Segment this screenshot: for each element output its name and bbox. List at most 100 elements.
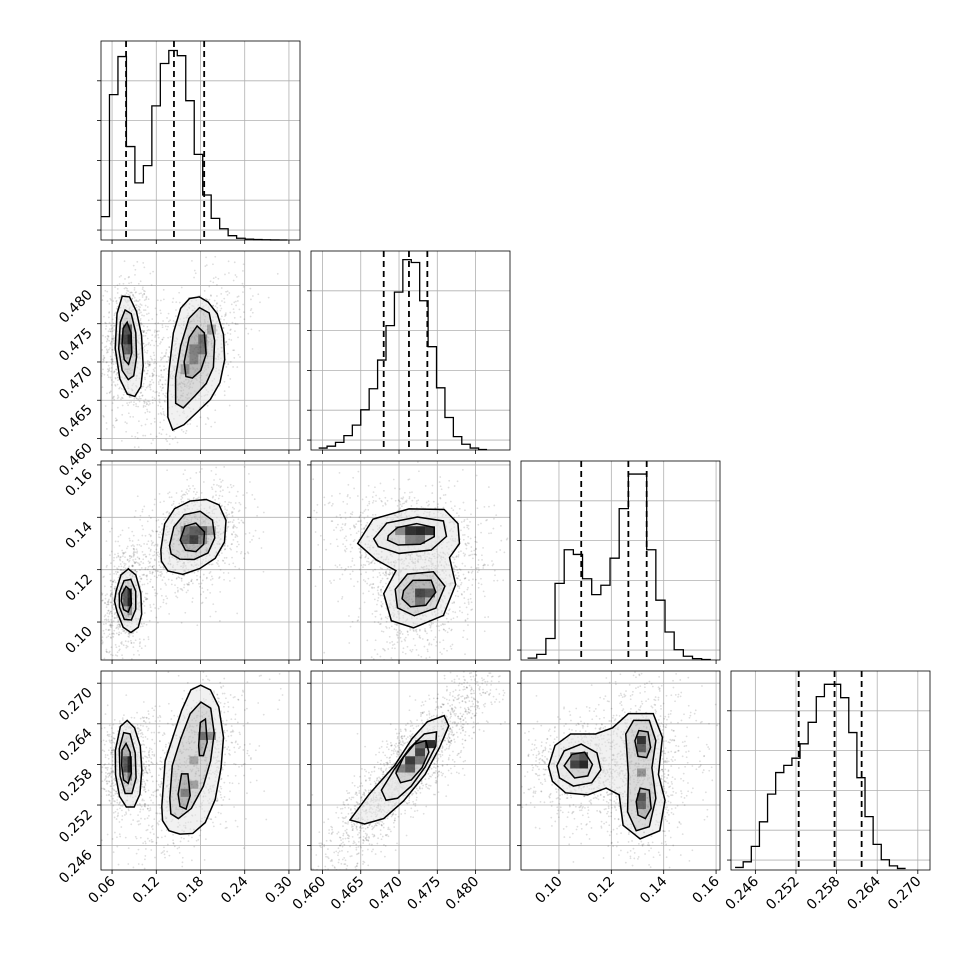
scatter-point	[350, 565, 352, 568]
scatter-point	[164, 379, 167, 382]
scatter-point	[399, 632, 402, 635]
scatter-point	[136, 543, 139, 546]
scatter-point	[163, 500, 165, 503]
scatter-point	[147, 298, 150, 301]
density-bin	[127, 606, 132, 616]
scatter-point	[118, 645, 121, 648]
scatter-point	[120, 556, 122, 558]
scatter-point	[362, 592, 365, 595]
scatter-point	[390, 497, 393, 500]
scatter-point	[117, 554, 120, 557]
density-bin	[123, 344, 128, 355]
scatter-point	[162, 376, 164, 378]
scatter-point	[368, 584, 371, 587]
scatter-point	[116, 651, 119, 654]
scatter-point	[151, 372, 154, 375]
scatter-point	[220, 485, 222, 488]
scatter-point	[155, 519, 158, 522]
scatter-point	[144, 645, 147, 647]
scatter-point	[377, 621, 380, 624]
scatter-point	[111, 358, 114, 361]
scatter-point	[141, 288, 144, 291]
scatter-point	[224, 562, 226, 565]
scatter-point	[160, 594, 163, 597]
scatter-point	[109, 390, 112, 393]
scatter-point	[146, 574, 149, 577]
scatter-point	[105, 361, 108, 364]
scatter-point	[461, 468, 464, 471]
scatter-point	[129, 639, 132, 642]
scatter-point	[166, 510, 169, 513]
scatter-point	[110, 665, 112, 667]
scatter-point	[225, 516, 228, 519]
scatter-point	[358, 520, 360, 523]
scatter-point	[162, 565, 165, 568]
scatter-point	[133, 401, 135, 403]
scatter-point	[431, 492, 434, 494]
scatter-point	[135, 548, 138, 551]
scatter-point	[146, 582, 149, 585]
density-bin	[123, 334, 128, 345]
scatter-point	[140, 577, 143, 580]
scatter-point	[439, 496, 442, 499]
scatter-point	[397, 636, 399, 639]
scatter-point	[128, 275, 131, 278]
scatter-point	[125, 644, 128, 647]
scatter-point	[373, 598, 376, 601]
scatter-point	[159, 309, 162, 312]
scatter-point	[146, 408, 148, 411]
scatter-point	[110, 358, 113, 361]
scatter-point	[120, 568, 122, 571]
scatter-point	[148, 342, 150, 344]
scatter-point	[317, 543, 320, 546]
scatter-point	[118, 275, 121, 278]
scatter-point	[220, 315, 223, 318]
scatter-point	[412, 630, 415, 633]
scatter-point	[140, 424, 143, 427]
scatter-point	[216, 310, 219, 313]
scatter-point	[415, 630, 418, 633]
scatter-point	[135, 397, 138, 400]
scatter-point	[114, 419, 117, 422]
scatter-point	[155, 530, 157, 533]
scatter-point	[105, 428, 108, 430]
scatter-point	[110, 370, 113, 373]
scatter-point	[445, 617, 448, 620]
scatter-point	[148, 547, 150, 550]
scatter-point	[388, 627, 391, 629]
scatter-point	[114, 581, 117, 584]
scatter-point	[127, 633, 130, 635]
scatter-point	[127, 640, 130, 643]
scatter-point	[172, 319, 175, 322]
scatter-point	[145, 597, 148, 600]
scatter-point	[104, 602, 107, 605]
histogram-step	[318, 258, 488, 451]
scatter-point	[152, 381, 155, 384]
scatter-point	[385, 571, 387, 574]
scatter-point	[157, 574, 160, 577]
scatter-point	[114, 540, 117, 543]
scatter-point	[163, 354, 166, 357]
scatter-point	[98, 339, 100, 341]
scatter-point	[214, 409, 217, 412]
scatter-point	[115, 311, 117, 314]
scatter-point	[186, 423, 189, 426]
scatter-point	[131, 291, 133, 294]
scatter-point	[470, 513, 472, 516]
scatter-point	[111, 606, 114, 609]
scatter-point	[135, 631, 138, 634]
scatter-point	[109, 391, 111, 394]
scatter-point	[133, 515, 136, 518]
scatter-point	[145, 461, 147, 463]
scatter-point	[152, 390, 155, 393]
scatter-point	[256, 514, 258, 517]
scatter-point	[141, 534, 144, 537]
scatter-point	[151, 396, 154, 399]
scatter-point	[224, 500, 227, 503]
scatter-point	[105, 345, 108, 348]
scatter-point	[124, 567, 127, 570]
scatter-point	[380, 604, 383, 607]
scatter-point	[102, 359, 105, 362]
scatter-point	[247, 552, 250, 555]
scatter-point	[488, 532, 490, 535]
